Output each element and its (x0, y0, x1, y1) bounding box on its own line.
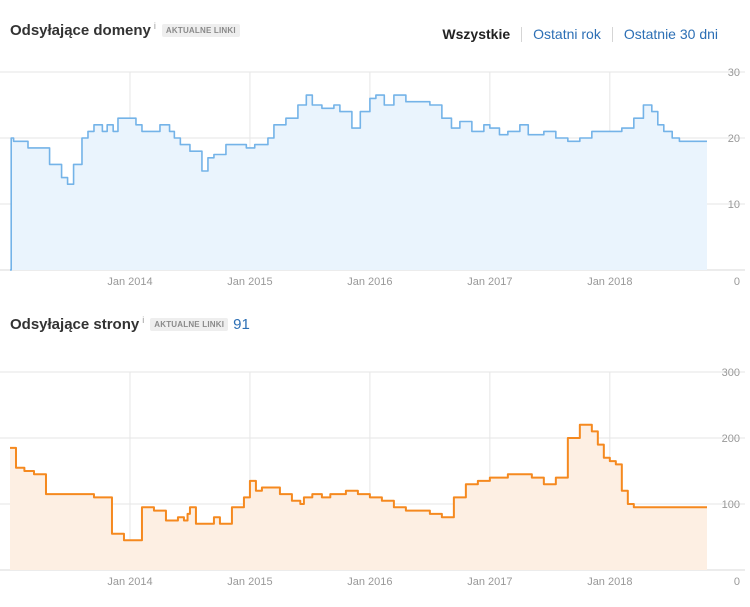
pages-header: Odsyłające strony i AKTUALNE LINKI 91 (10, 315, 250, 333)
info-icon[interactable]: i (142, 315, 145, 325)
series-area (10, 424, 707, 570)
series-line[interactable] (10, 423, 707, 542)
series-area (10, 95, 707, 270)
y-tick-label: 20 (728, 133, 740, 145)
divider (611, 26, 613, 42)
time-range-selector: Wszystkie Ostatni rok Ostatnie 30 dni (431, 26, 718, 42)
y-tick-label: 0 (734, 576, 740, 588)
x-tick-label: Jan 2018 (587, 276, 632, 288)
current-count[interactable]: 91 (233, 316, 250, 333)
y-tick-label: 200 (722, 433, 740, 445)
chart-title: Odsyłające domeny (10, 22, 151, 39)
info-icon[interactable]: i (153, 21, 156, 31)
x-tick-label: Jan 2014 (107, 576, 152, 588)
y-tick-label: 100 (722, 499, 740, 511)
x-tick-label: Jan 2015 (227, 276, 272, 288)
x-tick-label: Jan 2015 (227, 576, 272, 588)
referring-pages-chart: 300 200 100 0 Jan 2014 Jan 2015 Jan 2016 Jan 20… (0, 367, 745, 588)
current-links-badge: AKTUALNE LINKI (150, 318, 229, 331)
x-tick-label: Jan 2016 (347, 276, 392, 288)
y-tick-label: 30 (728, 67, 740, 79)
y-tick-label: 0 (734, 276, 740, 288)
y-tick-label: 300 (722, 367, 740, 379)
x-tick-label: Jan 2014 (107, 276, 152, 288)
referring-domains-chart: 30 20 10 0 Jan 2014 Jan 2015 Jan 2016 Jan 2017 J… (0, 67, 745, 288)
chart-title: Odsyłające strony (10, 316, 140, 333)
divider (521, 26, 523, 42)
x-tick-label: Jan 2017 (467, 276, 512, 288)
range-tab-all[interactable]: Wszystkie (442, 26, 511, 42)
x-tick-label: Jan 2017 (467, 576, 512, 588)
range-tab-last-year[interactable]: Ostatni rok (533, 26, 601, 42)
domains-header: Odsyłające domeny i AKTUALNE LINKI (10, 21, 240, 39)
y-tick-label: 10 (728, 199, 740, 211)
range-tab-last-30-days[interactable]: Ostatnie 30 dni (623, 26, 718, 42)
series-line[interactable] (10, 94, 707, 271)
x-tick-label: Jan 2016 (347, 576, 392, 588)
current-links-badge: AKTUALNE LINKI (161, 24, 240, 37)
x-tick-label: Jan 2018 (587, 576, 632, 588)
